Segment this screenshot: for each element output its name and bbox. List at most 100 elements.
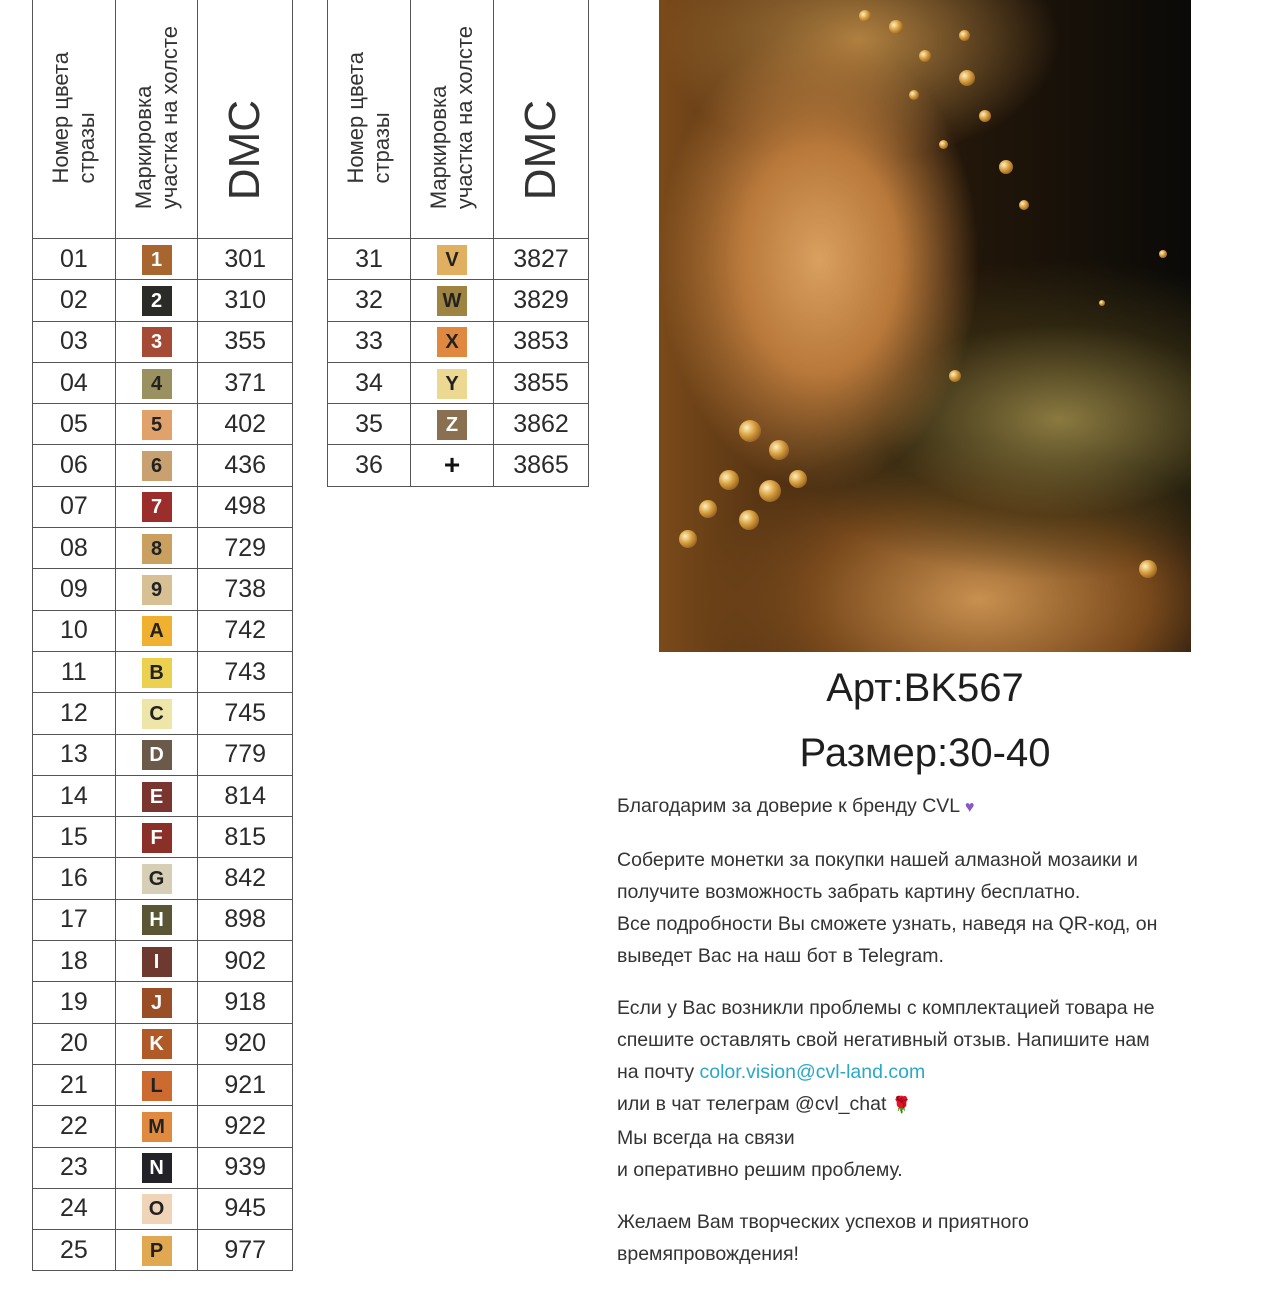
problem-text: на почту xyxy=(617,1061,695,1083)
table-row: 03 3 355 xyxy=(32,320,293,363)
gold-bead xyxy=(959,30,970,41)
marking-cell: E xyxy=(114,774,199,818)
table-row: 36 + 3865 xyxy=(327,444,589,487)
marking-cell: M xyxy=(114,1105,199,1148)
table-row: 21 L 921 xyxy=(32,1063,293,1107)
gold-bead xyxy=(939,140,948,149)
color-swatch: K xyxy=(141,1029,172,1060)
dmc-code: 301 xyxy=(197,237,293,281)
gold-bead xyxy=(959,70,975,86)
table-row: 25 P 977 xyxy=(32,1229,293,1272)
color-swatch: 6 xyxy=(141,451,172,482)
gold-bead xyxy=(769,440,789,460)
dmc-code: 945 xyxy=(197,1187,293,1231)
gold-bead xyxy=(719,470,739,490)
color-swatch: 8 xyxy=(141,533,172,564)
stone-number: 21 xyxy=(32,1063,116,1107)
stone-number: 32 xyxy=(327,279,411,322)
gold-bead xyxy=(1159,250,1167,258)
marking-cell: 6 xyxy=(114,444,199,487)
header-number: Номер цвета стразы xyxy=(327,0,411,239)
stone-number: 11 xyxy=(32,650,116,694)
dmc-code: 3855 xyxy=(493,361,589,405)
table-row: 23 N 939 xyxy=(32,1146,293,1189)
marking-cell: 9 xyxy=(114,568,199,611)
dmc-code: 745 xyxy=(197,692,293,735)
gold-bead xyxy=(909,90,919,100)
marking-cell: 8 xyxy=(114,527,199,570)
table-row: 14 E 814 xyxy=(32,774,293,818)
header-marking: Маркировка участка на холсте xyxy=(114,0,199,239)
rose-icon: 🌹 xyxy=(891,1097,912,1114)
table-row: 19 J 918 xyxy=(32,981,293,1024)
dmc-code: 902 xyxy=(197,940,293,983)
gold-bead xyxy=(759,480,781,502)
gold-bead xyxy=(1019,200,1029,210)
stone-number: 25 xyxy=(32,1229,116,1272)
marking-cell: 4 xyxy=(114,361,199,405)
problem-text: Если у Вас возникли проблемы с комплекта… xyxy=(617,997,1155,1019)
stone-number: 18 xyxy=(32,940,116,983)
marking-cell: H xyxy=(114,898,199,942)
header-dmc: DMC xyxy=(493,0,589,239)
dmc-code: 814 xyxy=(197,774,293,818)
marking-cell: P xyxy=(114,1229,199,1272)
color-swatch: D xyxy=(141,740,172,771)
marking-cell: K xyxy=(114,1022,199,1065)
marking-cell: A xyxy=(114,609,199,652)
marking-cell: G xyxy=(114,857,199,900)
color-swatch: 3 xyxy=(141,327,172,358)
stone-number: 20 xyxy=(32,1022,116,1065)
color-swatch: Y xyxy=(437,368,467,399)
dmc-code: 939 xyxy=(197,1146,293,1189)
table-row: 04 4 371 xyxy=(32,361,293,405)
gold-bead xyxy=(699,500,717,518)
coins-text: Все подробности Вы сможете узнать, навед… xyxy=(617,913,1158,935)
stone-number: 07 xyxy=(32,485,116,529)
gold-bead xyxy=(999,160,1013,174)
stone-number: 31 xyxy=(327,237,411,281)
stone-number: 02 xyxy=(32,279,116,322)
table-row: 17 H 898 xyxy=(32,898,293,942)
color-swatch: B xyxy=(141,657,172,688)
dmc-code: 842 xyxy=(197,857,293,900)
marking-cell: 7 xyxy=(114,485,199,529)
stone-number: 08 xyxy=(32,527,116,570)
gold-bead xyxy=(979,110,991,122)
marking-cell: B xyxy=(114,650,199,694)
color-swatch: 5 xyxy=(141,409,172,440)
color-swatch: 9 xyxy=(141,575,172,606)
marking-cell: I xyxy=(114,940,199,983)
color-swatch: A xyxy=(141,616,172,647)
telegram-text: или в чат телеграм @cvl_chat xyxy=(617,1093,887,1115)
stone-number: 35 xyxy=(327,403,411,446)
marking-cell: 1 xyxy=(114,237,199,281)
stone-number: 34 xyxy=(327,361,411,405)
gold-bead xyxy=(1139,560,1157,578)
color-swatch: J xyxy=(141,987,172,1018)
color-swatch: H xyxy=(141,905,172,936)
stone-number: 33 xyxy=(327,320,411,363)
color-swatch: L xyxy=(141,1070,172,1101)
color-swatch: 1 xyxy=(141,244,172,275)
email-link[interactable]: color.vision@cvl-land.com xyxy=(699,1061,926,1083)
stone-number: 03 xyxy=(32,320,116,363)
dmc-code: 922 xyxy=(197,1105,293,1148)
color-swatch: N xyxy=(141,1153,172,1184)
stone-number: 36 xyxy=(327,444,411,487)
header-marking: Маркировка участка на холсте xyxy=(410,0,494,239)
color-swatch: M xyxy=(141,1111,172,1142)
message-block: Благодарим за доверие к бренду CVL ♥ Соб… xyxy=(617,790,1257,1290)
color-swatch: V xyxy=(437,244,467,275)
dmc-code: 921 xyxy=(197,1063,293,1107)
table-row: 11 B 743 xyxy=(32,650,293,694)
color-swatch: O xyxy=(141,1194,172,1225)
table-row: 32 W 3829 xyxy=(327,279,589,322)
table-row: 31 V 3827 xyxy=(327,237,589,281)
thanks-text: Благодарим за доверие к бренду CVL xyxy=(617,795,960,817)
stone-number: 23 xyxy=(32,1146,116,1189)
table-row: 09 9 738 xyxy=(32,568,293,611)
gold-bead xyxy=(919,50,931,62)
problem-text: спешите оставлять свой негативный отзыв.… xyxy=(617,1029,1150,1051)
color-swatch: Z xyxy=(437,409,467,440)
